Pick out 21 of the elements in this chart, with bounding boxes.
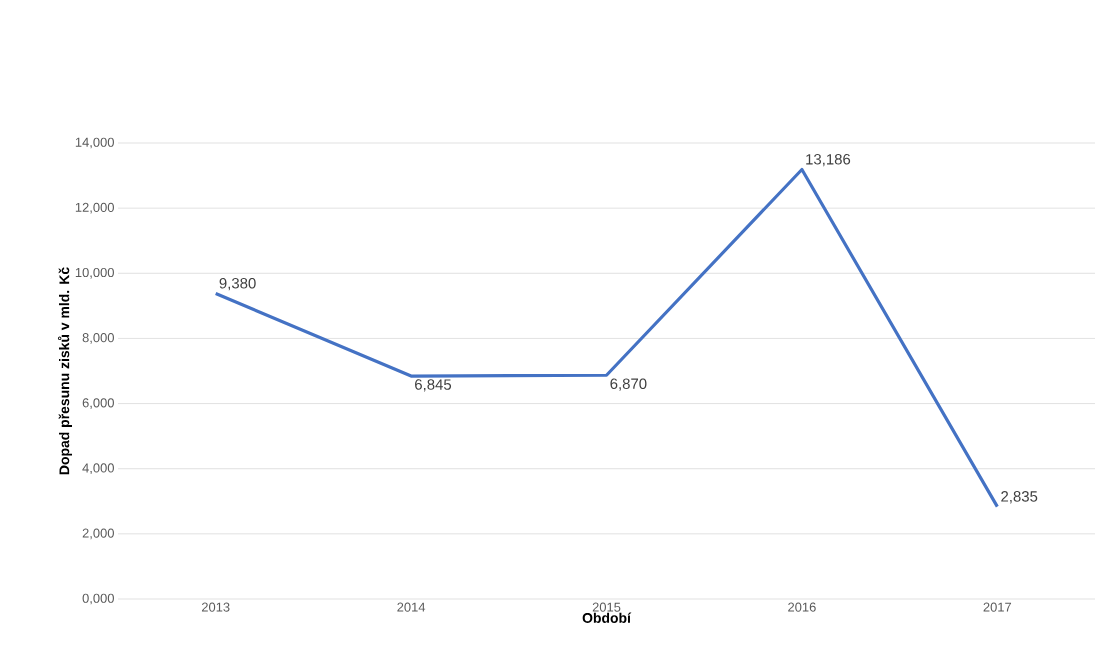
- y-tick-label: 14,000: [75, 137, 114, 149]
- y-tick-label: 8,000: [82, 333, 114, 344]
- y-tick-label: 10,000: [75, 267, 114, 279]
- y-tick-label: 12,000: [75, 202, 114, 214]
- data-label: 6,845: [415, 379, 452, 392]
- x-tick-label: 2017: [983, 602, 1012, 612]
- y-tick-label: 4,000: [82, 463, 114, 475]
- data-label: 2,835: [1001, 491, 1038, 504]
- data-label: 6,870: [610, 378, 647, 391]
- data-label: 13,186: [806, 153, 851, 167]
- x-tick-label: 2013: [201, 602, 230, 612]
- x-tick-label: 2016: [788, 602, 816, 612]
- x-tick-label: 2015: [592, 602, 621, 612]
- x-tick-label: 2014: [397, 602, 426, 612]
- y-axis-title: Dopad přesunu zisků v mld. Kč: [57, 267, 73, 475]
- y-tick-label: 0,000: [82, 593, 114, 605]
- line-series: [214, 167, 999, 509]
- y-tick-label: 2,000: [82, 528, 114, 540]
- data-label: 9,380: [219, 277, 256, 291]
- y-tick-label: 6,000: [82, 398, 114, 409]
- x-axis-title: Období: [582, 612, 632, 623]
